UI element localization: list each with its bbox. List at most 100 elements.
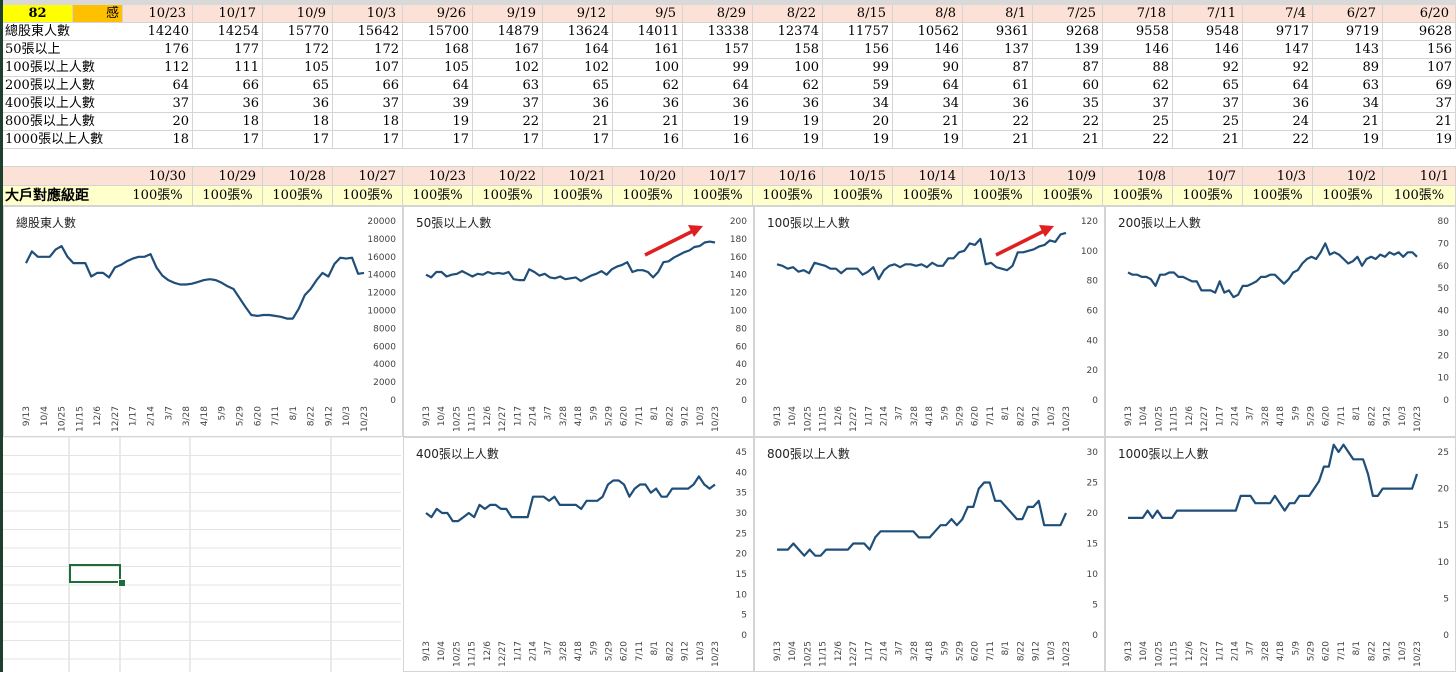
table-cell[interactable]: 59 xyxy=(823,77,893,94)
table-cell[interactable]: 17 xyxy=(473,131,543,148)
table-cell[interactable]: 21 xyxy=(543,113,613,130)
table-cell[interactable]: 19 xyxy=(1313,131,1383,148)
row-label[interactable]: 50張以上 xyxy=(5,42,61,57)
table-cell[interactable]: 65 xyxy=(263,77,333,94)
table-cell[interactable]: 34 xyxy=(1313,95,1383,112)
date-header[interactable]: 6/20 xyxy=(1383,5,1456,22)
table-cell[interactable]: 167 xyxy=(473,41,543,58)
table-cell[interactable]: 146 xyxy=(1103,41,1173,58)
chart-100-lots[interactable]: 100張以上人數 120 100 80 60 40 20 0 9/13 10/4 10/25 11/1… xyxy=(754,206,1105,437)
table-cell[interactable]: 16 xyxy=(683,131,753,148)
date-header[interactable]: 10/30 xyxy=(123,167,193,185)
table-cell[interactable]: 64 xyxy=(123,77,193,94)
table-cell[interactable]: 11757 xyxy=(823,23,893,40)
corner-cell-tail[interactable]: 感 xyxy=(73,5,123,22)
table-cell[interactable]: 36 xyxy=(613,95,683,112)
row-label[interactable]: 800張以上人數 xyxy=(5,114,95,129)
table-cell[interactable]: 37 xyxy=(1383,95,1456,112)
table-cell[interactable]: 17 xyxy=(543,131,613,148)
table-cell[interactable]: 168 xyxy=(403,41,473,58)
table-cell[interactable]: 18 xyxy=(333,113,403,130)
table-cell[interactable]: 16 xyxy=(613,131,683,148)
row-label[interactable]: 400張以上人數 xyxy=(5,96,95,111)
row-label[interactable]: 200張以上人數 xyxy=(5,78,95,93)
table-cell[interactable]: 22 xyxy=(1103,131,1173,148)
row-label[interactable]: 總股東人數 xyxy=(5,24,71,39)
table-cell[interactable]: 21 xyxy=(963,131,1033,148)
table-cell[interactable]: 34 xyxy=(893,95,963,112)
date-header[interactable]: 8/8 xyxy=(893,5,963,22)
big-holder-value[interactable]: 100張% xyxy=(123,186,193,205)
table-cell[interactable]: 15642 xyxy=(333,23,403,40)
date-header[interactable]: 9/12 xyxy=(543,5,613,22)
table-cell[interactable]: 146 xyxy=(1173,41,1243,58)
table-cell[interactable]: 35 xyxy=(1033,95,1103,112)
table-cell[interactable]: 17 xyxy=(403,131,473,148)
table-cell[interactable]: 14240 xyxy=(123,23,193,40)
table-cell[interactable]: 21 xyxy=(1383,113,1456,130)
table-cell[interactable]: 19 xyxy=(753,113,823,130)
table-cell[interactable]: 37 xyxy=(333,95,403,112)
chart-800-lots[interactable]: 800張以上人數 30 25 20 15 10 5 0 9/13 10/4 10/25 11/15 12… xyxy=(754,437,1105,672)
date-header[interactable]: 10/7 xyxy=(1173,167,1243,185)
table-cell[interactable]: 25 xyxy=(1173,113,1243,130)
table-cell[interactable]: 137 xyxy=(963,41,1033,58)
date-header[interactable]: 10/20 xyxy=(613,167,683,185)
table-cell[interactable]: 65 xyxy=(543,77,613,94)
chart-50-lots[interactable]: 50張以上人數 200 180 160 140 120 100 80 60 40 20 0 9/13 10… xyxy=(403,206,754,437)
selected-cell[interactable] xyxy=(69,564,121,583)
big-holder-value[interactable]: 100張% xyxy=(193,186,263,205)
table-cell[interactable]: 9717 xyxy=(1243,23,1313,40)
table-cell[interactable]: 18 xyxy=(123,131,193,148)
table-cell[interactable]: 13338 xyxy=(683,23,753,40)
table-cell[interactable]: 99 xyxy=(823,59,893,76)
table-cell[interactable]: 19 xyxy=(753,131,823,148)
date-header[interactable]: 10/9 xyxy=(263,5,333,22)
table-cell[interactable]: 65 xyxy=(1173,77,1243,94)
table-cell[interactable]: 62 xyxy=(1103,77,1173,94)
table-cell[interactable]: 19 xyxy=(823,131,893,148)
big-holder-value[interactable]: 100張% xyxy=(893,186,963,205)
table-cell[interactable]: 37 xyxy=(123,95,193,112)
table-cell[interactable]: 25 xyxy=(1103,113,1173,130)
table-cell[interactable]: 15770 xyxy=(263,23,333,40)
date-header[interactable]: 10/21 xyxy=(543,167,613,185)
date-header[interactable]: 8/1 xyxy=(963,5,1033,22)
date-header[interactable]: 10/17 xyxy=(683,167,753,185)
table-cell[interactable]: 63 xyxy=(473,77,543,94)
big-holder-value[interactable]: 100張% xyxy=(1103,186,1173,205)
row-label[interactable]: 100張以上人數 xyxy=(5,60,95,75)
big-holder-value[interactable]: 100張% xyxy=(403,186,473,205)
table-cell[interactable]: 62 xyxy=(753,77,823,94)
chart-1000-lots[interactable]: 1000張以上人數 25 20 15 10 5 0 9/13 10/4 10/25 11/15 12/… xyxy=(1105,437,1456,672)
date-header[interactable]: 10/17 xyxy=(193,5,263,22)
table-cell[interactable]: 66 xyxy=(333,77,403,94)
table-cell[interactable]: 21 xyxy=(893,113,963,130)
big-holder-value[interactable]: 100張% xyxy=(1313,186,1383,205)
date-header[interactable]: 10/22 xyxy=(473,167,543,185)
table-cell[interactable]: 176 xyxy=(123,41,193,58)
table-cell[interactable]: 63 xyxy=(1313,77,1383,94)
date-header[interactable]: 9/19 xyxy=(473,5,543,22)
big-holder-value[interactable]: 100張% xyxy=(963,186,1033,205)
table-cell[interactable]: 112 xyxy=(123,59,193,76)
table-cell[interactable]: 161 xyxy=(613,41,683,58)
table-cell[interactable]: 18 xyxy=(193,113,263,130)
table-cell[interactable]: 107 xyxy=(1383,59,1456,76)
table-cell[interactable]: 36 xyxy=(543,95,613,112)
date-header[interactable]: 8/22 xyxy=(753,5,823,22)
chart-400-lots[interactable]: 400張以上人數 45 40 35 30 25 20 15 10 5 0 9/13 10/4 10/25 1… xyxy=(403,437,754,672)
table-cell[interactable]: 21 xyxy=(1173,131,1243,148)
chart-200-lots[interactable]: 200張以上人數 80 70 60 50 40 30 20 10 0 9/13 10/4 10/25 11… xyxy=(1105,206,1456,437)
table-cell[interactable]: 36 xyxy=(753,95,823,112)
table-cell[interactable]: 69 xyxy=(1383,77,1456,94)
table-cell[interactable]: 15700 xyxy=(403,23,473,40)
table-cell[interactable]: 37 xyxy=(1173,95,1243,112)
table-cell[interactable]: 90 xyxy=(893,59,963,76)
table-cell[interactable]: 24 xyxy=(1243,113,1313,130)
table-cell[interactable]: 9268 xyxy=(1033,23,1103,40)
table-cell[interactable]: 146 xyxy=(893,41,963,58)
date-header[interactable]: 8/15 xyxy=(823,5,893,22)
date-header[interactable]: 10/1 xyxy=(1383,167,1456,185)
table-cell[interactable]: 10562 xyxy=(893,23,963,40)
